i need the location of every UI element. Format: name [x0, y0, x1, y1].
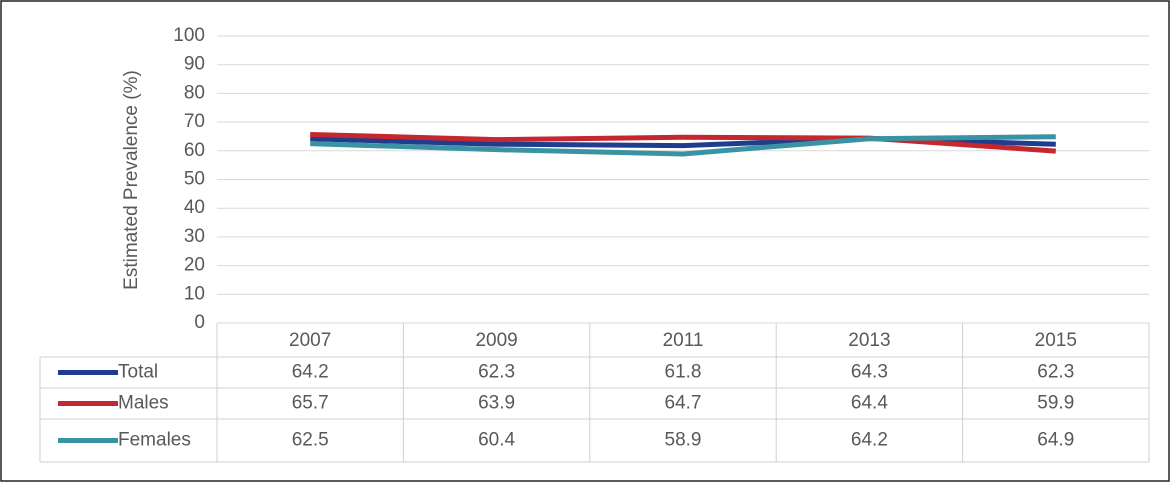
table-value: 62.3	[1037, 362, 1074, 383]
table-value: 58.9	[665, 430, 702, 451]
x-tick-label: 2013	[848, 330, 890, 351]
y-tick-label: 30	[184, 226, 205, 247]
table-value: 65.7	[292, 393, 329, 414]
y-tick-label: 60	[184, 140, 205, 161]
legend-label: Males	[118, 393, 169, 414]
table-value: 61.8	[665, 362, 702, 383]
x-tick-label: 2015	[1035, 330, 1077, 351]
series-line	[310, 134, 1056, 157]
series-line	[310, 131, 1056, 154]
table-value: 64.7	[665, 393, 702, 414]
legend-label: Total	[118, 362, 158, 383]
x-tick-label: 2009	[475, 330, 517, 351]
table-value: 60.4	[478, 430, 515, 451]
table-value: 59.9	[1037, 393, 1074, 414]
table-value: 64.9	[1037, 430, 1074, 451]
table-value: 64.3	[851, 362, 888, 383]
table-value: 63.9	[478, 393, 515, 414]
table-value: 62.5	[292, 430, 329, 451]
table-value: 64.4	[851, 393, 888, 414]
table-value: 64.2	[851, 430, 888, 451]
y-tick-label: 40	[184, 197, 205, 218]
y-tick-label: 100	[173, 25, 205, 46]
x-tick-label: 2011	[663, 330, 704, 351]
legend-label: Females	[118, 430, 191, 451]
table-value: 64.2	[292, 362, 329, 383]
y-tick-label: 50	[184, 169, 205, 190]
y-tick-label: 10	[184, 283, 205, 304]
y-tick-label: 80	[184, 82, 205, 103]
y-tick-label: 0	[194, 312, 205, 333]
y-tick-label: 90	[184, 54, 205, 75]
x-tick-label: 2007	[289, 330, 331, 351]
table-value: 62.3	[478, 362, 515, 383]
y-axis-label: Estimated Prevalence (%)	[121, 70, 142, 290]
y-tick-label: 20	[184, 255, 205, 276]
y-tick-label: 70	[184, 111, 205, 132]
